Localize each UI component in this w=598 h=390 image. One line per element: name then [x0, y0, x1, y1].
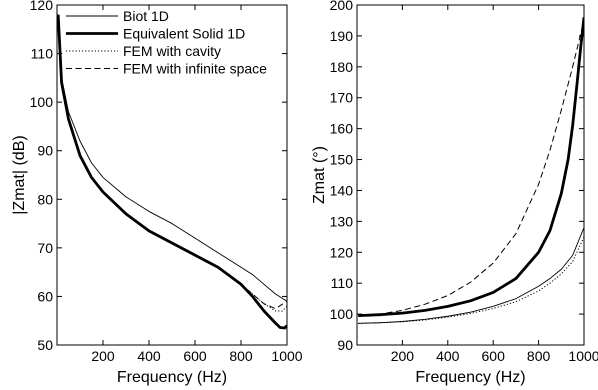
- plot-frame: [356, 4, 585, 346]
- series-line-fem-with-infinite-space: [358, 20, 584, 317]
- x-tick-label: 1000: [271, 348, 302, 364]
- y-tick-label: 80: [37, 191, 53, 207]
- y-tick-label: 120: [330, 244, 354, 260]
- y-axis-title: Zmat (°): [311, 146, 328, 204]
- y-tick-label: 120: [30, 0, 54, 13]
- plot-frame: [56, 4, 288, 346]
- series-line-fem-with-cavity: [57, 14, 287, 312]
- legend-label: FEM with cavity: [123, 43, 221, 59]
- y-tick-label: 110: [331, 275, 354, 291]
- x-tick-label: 400: [436, 348, 460, 364]
- x-tick-label: 400: [137, 348, 161, 364]
- series-line-equivalent-solid-1d: [358, 17, 584, 318]
- y-tick-label: 180: [330, 59, 354, 75]
- y-tick-label: 100: [330, 306, 354, 322]
- x-axis-title: Frequency (Hz): [415, 369, 525, 386]
- phase-chart: 200 400 600 800 1000 90 100 110 120 130 140 150 160 1…: [311, 0, 598, 386]
- y-tick-label: 140: [330, 182, 354, 198]
- y-axis-title: |Zmat| (dB): [11, 135, 28, 214]
- y-tick-label: 200: [330, 0, 354, 13]
- series-line-biot-1d: [57, 14, 287, 302]
- y-tick-label: 110: [31, 46, 54, 62]
- legend-label: FEM with infinite space: [123, 61, 267, 77]
- x-tick-label: 800: [527, 348, 551, 364]
- x-tick-label: 200: [391, 348, 415, 364]
- y-tick-label: 70: [37, 240, 53, 256]
- series-line-biot-1d: [358, 227, 584, 324]
- x-tick-label: 600: [482, 348, 506, 364]
- y-tick-label: 150: [330, 152, 354, 168]
- x-tick-label: 600: [183, 348, 207, 364]
- x-tick-label: 200: [91, 348, 115, 364]
- series-line-fem-with-infinite-space: [57, 14, 287, 310]
- y-tick-label: 130: [330, 213, 354, 229]
- y-tick-label: 60: [37, 288, 53, 304]
- x-tick-label: 1000: [568, 348, 598, 364]
- magnitude-chart: 200 400 600 800 1000 50 60 70 80 90 100 110 120 Frequ…: [11, 0, 303, 386]
- legend-label: Biot 1D: [123, 8, 169, 24]
- x-axis-title: Frequency (Hz): [117, 369, 227, 386]
- x-tick-label: 800: [229, 348, 253, 364]
- series-line-fem-with-cavity: [358, 236, 584, 324]
- y-tick-label: 160: [330, 121, 354, 137]
- y-tick-label: 90: [337, 337, 353, 353]
- y-tick-label: 100: [30, 94, 54, 110]
- y-tick-label: 190: [330, 28, 354, 44]
- y-tick-label: 170: [330, 90, 354, 106]
- y-tick-label: 50: [37, 337, 53, 353]
- y-tick-label: 90: [37, 143, 53, 159]
- legend-label: Equivalent Solid 1D: [123, 26, 245, 42]
